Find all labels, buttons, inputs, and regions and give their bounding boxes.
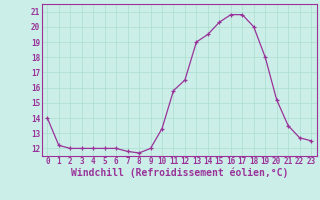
X-axis label: Windchill (Refroidissement éolien,°C): Windchill (Refroidissement éolien,°C) xyxy=(70,168,288,178)
